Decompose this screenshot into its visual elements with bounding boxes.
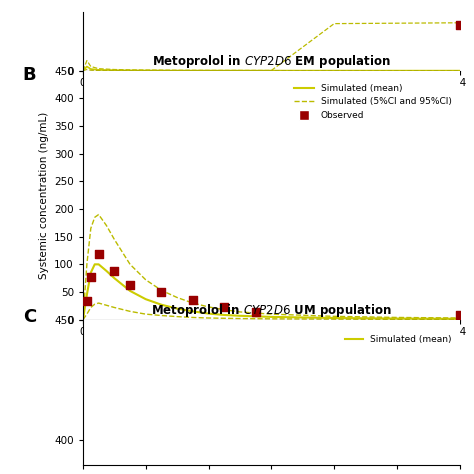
- Legend: Simulated (mean), Simulated (5%CI and 95%CI), Observed: Simulated (mean), Simulated (5%CI and 95…: [290, 80, 455, 123]
- Legend: Simulated (mean): Simulated (mean): [341, 331, 455, 347]
- X-axis label: Time (h): Time (h): [248, 342, 295, 352]
- Point: [220, 304, 228, 311]
- Point: [252, 308, 259, 316]
- Point: [126, 282, 134, 289]
- Text: C: C: [23, 308, 36, 326]
- Point: [189, 297, 197, 304]
- Point: [158, 288, 165, 296]
- X-axis label: Time (h): Time (h): [248, 93, 295, 103]
- Point: [456, 21, 464, 29]
- Y-axis label: Systemic concentration (ng/mL): Systemic concentration (ng/mL): [38, 111, 49, 279]
- Point: [87, 273, 95, 280]
- Title: Metoprolol in $\it{CYP2D6}$ UM population: Metoprolol in $\it{CYP2D6}$ UM populatio…: [151, 302, 392, 319]
- Point: [456, 311, 464, 319]
- Text: B: B: [23, 66, 36, 84]
- Title: Metoprolol in $\it{CYP2D6}$ EM population: Metoprolol in $\it{CYP2D6}$ EM populatio…: [152, 53, 391, 70]
- Point: [110, 267, 118, 275]
- Point: [83, 298, 91, 305]
- Point: [95, 251, 102, 258]
